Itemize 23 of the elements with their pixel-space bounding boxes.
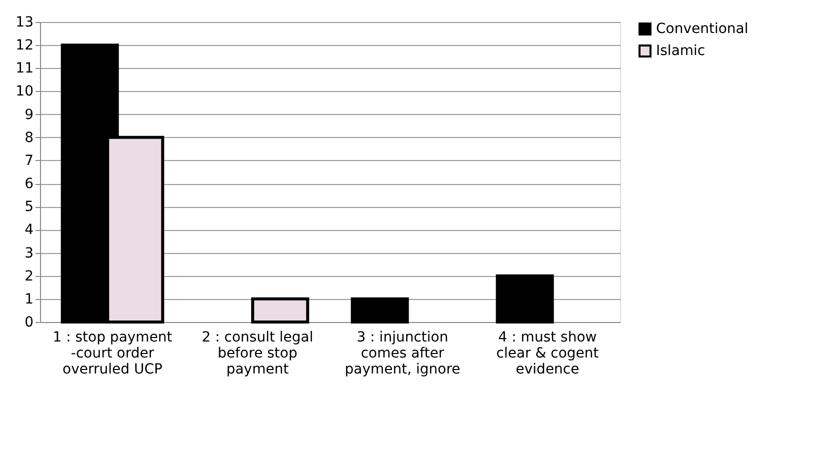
- y-tick-label: 1: [24, 291, 34, 308]
- x-tick-label: 2 : consult legal before stop payment: [202, 330, 314, 378]
- x-tick-label: 4 : must show clear & cogent evidence: [496, 330, 600, 378]
- x-tick-label: 3 : injunction comes after payment, ignore: [344, 330, 460, 378]
- bar: [496, 274, 554, 324]
- y-tick-label: 3: [24, 245, 34, 262]
- y-tick-label: 0: [24, 314, 34, 330]
- y-tick-label: 5: [24, 199, 34, 216]
- y-tick-label: 9: [24, 106, 34, 123]
- y-tick-label: 10: [16, 84, 34, 100]
- y-tick-label: 4: [24, 222, 34, 238]
- y-tick-label: 12: [16, 38, 34, 54]
- legend-label: Islamic: [656, 43, 706, 59]
- y-tick-label: 2: [24, 268, 34, 284]
- x-tick-label: 1 : stop payment -court order overruled UCP: [52, 330, 173, 378]
- y-tick-label: 11: [16, 60, 34, 77]
- legend-label: Conventional: [656, 21, 748, 37]
- y-tick-label: 13: [16, 14, 34, 30]
- y-tick-label: 7: [24, 152, 34, 169]
- y-tick-label: 6: [24, 176, 34, 192]
- bar: [251, 297, 310, 324]
- bar: [350, 297, 409, 324]
- y-tick-label: 8: [24, 130, 34, 146]
